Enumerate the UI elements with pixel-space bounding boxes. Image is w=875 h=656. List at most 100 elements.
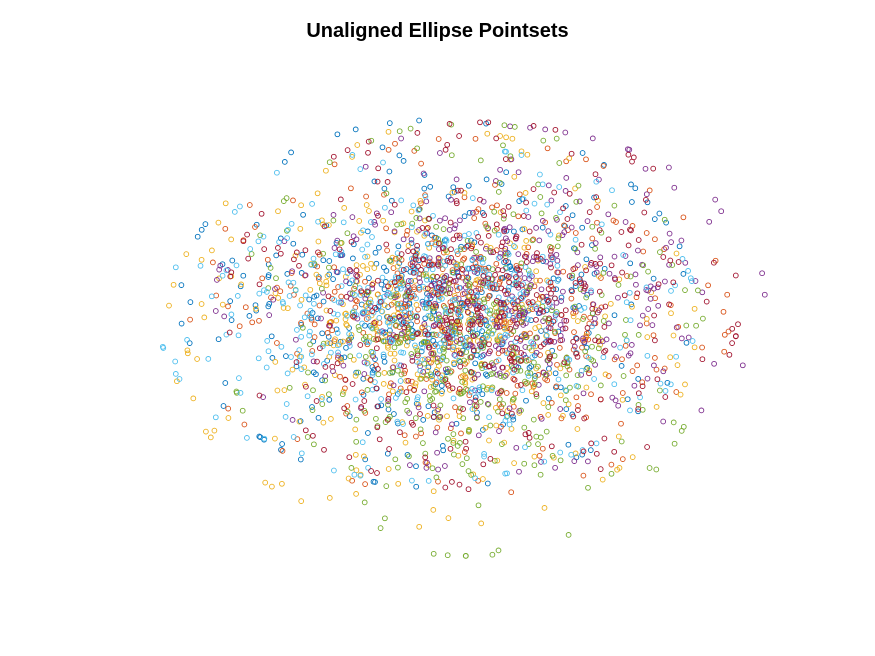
data-point — [364, 253, 371, 260]
data-point — [563, 158, 570, 165]
data-point — [700, 315, 706, 322]
data-point — [526, 276, 532, 282]
data-point — [294, 327, 300, 333]
data-point — [238, 281, 245, 288]
data-point — [256, 317, 262, 324]
data-point — [357, 472, 364, 479]
data-point — [515, 251, 522, 257]
data-point — [354, 142, 361, 148]
data-point — [457, 388, 463, 395]
data-point — [392, 456, 399, 463]
data-point — [282, 414, 289, 420]
data-point — [597, 466, 604, 472]
data-point — [703, 298, 710, 305]
data-point — [499, 347, 506, 354]
data-point — [430, 289, 436, 296]
data-point — [540, 400, 547, 406]
data-point — [277, 288, 284, 295]
data-point — [523, 199, 529, 206]
data-point — [258, 210, 265, 217]
data-point — [557, 449, 564, 456]
data-point — [237, 203, 243, 210]
data-point — [600, 163, 607, 169]
data-point — [501, 228, 508, 235]
data-point — [493, 221, 500, 228]
data-point — [493, 317, 500, 324]
data-point — [203, 428, 209, 435]
data-point — [627, 273, 634, 280]
data-point — [615, 294, 621, 301]
data-point — [413, 295, 419, 302]
data-point — [326, 258, 333, 264]
data-point — [356, 218, 363, 224]
data-point — [306, 296, 313, 303]
data-point — [338, 298, 345, 305]
data-point — [409, 357, 416, 364]
data-point — [622, 342, 629, 349]
data-point — [453, 198, 460, 204]
data-point — [503, 291, 509, 298]
data-point — [422, 193, 429, 200]
data-point — [368, 219, 374, 225]
data-point — [605, 236, 612, 243]
data-point — [548, 290, 554, 297]
data-point — [627, 407, 633, 414]
data-point — [298, 450, 305, 457]
data-point — [635, 402, 642, 408]
data-point — [540, 308, 547, 315]
data-point — [299, 324, 306, 331]
data-point — [385, 406, 392, 413]
data-point — [532, 373, 538, 379]
data-point — [396, 313, 403, 320]
data-point — [438, 285, 445, 292]
data-point — [428, 282, 435, 289]
data-point — [369, 308, 376, 314]
data-point — [459, 379, 466, 385]
data-point — [223, 267, 230, 274]
data-point — [624, 273, 630, 279]
data-point — [334, 311, 341, 318]
data-point — [419, 356, 426, 363]
data-point — [634, 290, 641, 297]
data-point — [543, 333, 549, 339]
data-point — [648, 289, 655, 296]
data-point — [395, 464, 401, 471]
data-point — [359, 246, 366, 253]
data-point — [518, 407, 524, 414]
data-point — [424, 459, 430, 466]
data-point — [215, 219, 222, 226]
data-point — [401, 363, 407, 370]
data-point — [355, 323, 362, 330]
data-point — [379, 144, 386, 151]
data-point — [392, 255, 399, 262]
data-point — [421, 185, 428, 192]
data-point — [357, 166, 364, 172]
data-point — [654, 376, 661, 383]
data-point — [422, 315, 429, 322]
data-point — [691, 305, 698, 312]
data-point — [531, 200, 538, 207]
data-point — [510, 395, 517, 402]
data-point — [557, 406, 564, 412]
data-point — [449, 335, 456, 342]
data-point — [422, 450, 429, 457]
data-point — [382, 204, 388, 211]
data-point — [387, 350, 394, 357]
data-point — [435, 136, 442, 142]
data-point — [492, 272, 498, 278]
data-point — [353, 262, 360, 268]
data-point — [520, 213, 527, 219]
data-point — [433, 474, 440, 481]
data-point — [547, 261, 554, 267]
data-point — [398, 331, 405, 338]
data-point — [308, 262, 315, 268]
data-point — [437, 332, 443, 338]
data-point — [593, 178, 600, 185]
data-point — [408, 419, 415, 426]
data-point — [415, 404, 422, 411]
data-point — [466, 210, 473, 216]
data-point — [641, 209, 648, 216]
data-point — [563, 406, 570, 412]
data-point — [572, 230, 579, 236]
data-point — [397, 429, 403, 436]
